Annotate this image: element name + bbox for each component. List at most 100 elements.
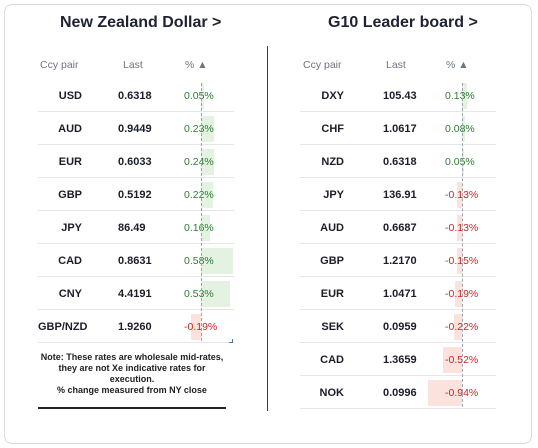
last-rate: 1.0617 — [383, 123, 417, 135]
table-row[interactable]: GBP 0.5192 0.22% — [38, 179, 234, 211]
change-bar — [201, 248, 233, 274]
last-rate: 0.6033 — [118, 156, 152, 168]
table-row[interactable]: EUR 0.6033 0.24% — [38, 146, 234, 178]
row-divider — [300, 243, 496, 244]
currency-code: EUR — [320, 288, 344, 300]
panel-divider — [267, 46, 268, 411]
change-bar — [462, 116, 465, 142]
table-row[interactable]: AUD 0.6687 -0.13% — [300, 212, 496, 244]
currency-code: CHF — [321, 123, 344, 135]
percent-change: 0.08% — [445, 123, 475, 135]
percent-change: -0.13% — [445, 189, 479, 201]
currency-code: JPY — [323, 189, 344, 201]
last-rate: 1.3659 — [383, 354, 417, 366]
last-rate: 0.6318 — [118, 90, 152, 102]
currency-code: NOK — [319, 387, 344, 399]
right-header-pct[interactable]: % ▲ — [446, 59, 469, 71]
change-bar — [455, 281, 462, 307]
table-row[interactable]: CNY 4.4191 0.53% — [38, 278, 234, 310]
percent-change: -0.52% — [445, 354, 479, 366]
percent-change: -0.13% — [445, 222, 479, 234]
percent-change: -0.22% — [445, 321, 479, 333]
percent-change: -0.19% — [445, 288, 479, 300]
row-divider — [38, 276, 234, 277]
last-rate: 0.0959 — [383, 321, 417, 333]
row-divider — [300, 309, 496, 310]
last-rate: 105.43 — [383, 90, 417, 102]
table-row[interactable]: CAD 1.3659 -0.52% — [300, 344, 496, 376]
last-rate: 0.5192 — [118, 189, 152, 201]
right-header-pair: Ccy pair — [303, 59, 342, 71]
change-bar — [201, 149, 215, 175]
percent-change: 0.05% — [184, 90, 214, 102]
right-header-last: Last — [386, 59, 406, 71]
table-row[interactable]: EUR 1.0471 -0.19% — [300, 278, 496, 310]
currency-code: AUD — [320, 222, 344, 234]
last-rate: 0.6318 — [383, 156, 417, 168]
table-row[interactable]: NZD 0.6318 0.05% — [300, 146, 496, 178]
currency-code: GBP/NZD — [38, 321, 88, 333]
table-row[interactable]: JPY 136.91 -0.13% — [300, 179, 496, 211]
change-bar — [443, 347, 462, 373]
percent-change: 0.53% — [184, 288, 214, 300]
change-bar — [457, 182, 462, 208]
currency-code: EUR — [58, 156, 82, 168]
last-rate: 1.2170 — [383, 255, 417, 267]
table-row[interactable]: JPY 86.49 0.16% — [38, 212, 234, 244]
last-rate: 86.49 — [118, 222, 146, 234]
table-row[interactable]: CAD 0.8631 0.58% — [38, 245, 234, 277]
change-bar — [454, 314, 462, 340]
currency-code: CAD — [58, 255, 82, 267]
row-divider — [38, 144, 234, 145]
table-row[interactable]: CHF 1.0617 0.08% — [300, 113, 496, 145]
table-row[interactable]: SEK 0.0959 -0.22% — [300, 311, 496, 343]
last-rate: 136.91 — [383, 189, 417, 201]
zero-line — [201, 83, 202, 341]
percent-change: -0.94% — [445, 387, 479, 399]
row-divider — [300, 111, 496, 112]
last-rate: 4.4191 — [118, 288, 152, 300]
row-divider — [38, 342, 234, 343]
g10-panel-title[interactable]: G10 Leader board > — [328, 14, 478, 31]
change-bar — [201, 182, 214, 208]
change-bar — [201, 116, 214, 142]
last-rate: 0.6687 — [383, 222, 417, 234]
note-underline — [38, 407, 226, 409]
change-bar — [456, 248, 462, 274]
currency-code: USD — [58, 90, 82, 102]
row-divider — [300, 144, 496, 145]
last-rate: 0.8631 — [118, 255, 152, 267]
percent-change: -0.19% — [184, 321, 218, 333]
last-rate: 0.9449 — [118, 123, 152, 135]
table-row[interactable]: DXY 105.43 0.13% — [300, 80, 496, 112]
percent-change: 0.13% — [445, 90, 475, 102]
row-divider — [300, 408, 496, 409]
row-divider — [300, 177, 496, 178]
change-bar — [201, 83, 204, 109]
row-divider — [38, 210, 234, 211]
nzd-panel-title[interactable]: New Zealand Dollar > — [60, 14, 222, 31]
percent-change: -0.15% — [445, 255, 479, 267]
currency-code: GBP — [58, 189, 82, 201]
resize-handle-icon — [229, 339, 233, 343]
left-header-pct[interactable]: % ▲ — [185, 59, 208, 71]
left-header-last: Last — [123, 59, 143, 71]
table-row[interactable]: GBP 1.2170 -0.15% — [300, 245, 496, 277]
left-header-pair: Ccy pair — [40, 59, 79, 71]
percent-change: 0.58% — [184, 255, 214, 267]
table-row[interactable]: AUD 0.9449 0.23% — [38, 113, 234, 145]
table-row[interactable]: NOK 0.0996 -0.94% — [300, 377, 496, 409]
row-divider — [300, 276, 496, 277]
last-rate: 0.0996 — [383, 387, 417, 399]
change-bar — [462, 83, 467, 109]
table-row[interactable]: USD 0.6318 0.05% — [38, 80, 234, 112]
table-row[interactable]: GBP/NZD 1.9260 -0.19% — [38, 311, 234, 343]
change-bar — [201, 215, 210, 241]
percent-change: 0.05% — [445, 156, 475, 168]
change-bar — [428, 380, 462, 406]
percent-change: 0.24% — [184, 156, 214, 168]
row-divider — [38, 309, 234, 310]
percent-change: 0.16% — [184, 222, 214, 234]
row-divider — [300, 210, 496, 211]
change-bar — [190, 314, 201, 340]
